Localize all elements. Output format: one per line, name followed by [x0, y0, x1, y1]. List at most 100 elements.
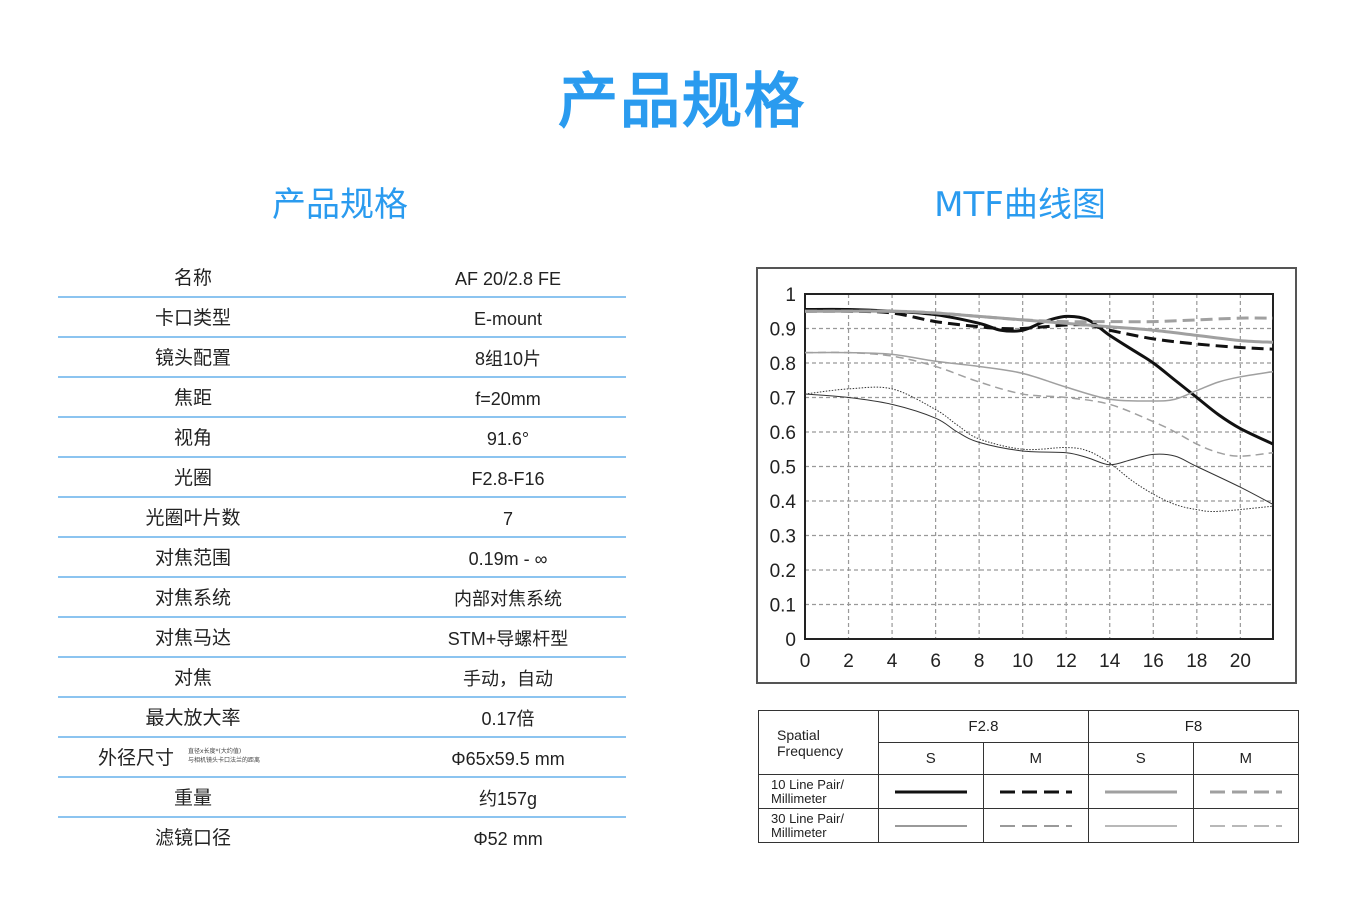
y-tick-label: 0.8: [770, 354, 796, 375]
x-tick-label: 18: [1186, 651, 1207, 672]
spec-row: 光圈叶片数 7: [58, 498, 626, 538]
spec-row: 对焦马达 STM+导螺杆型: [58, 618, 626, 658]
x-tick-label: 2: [843, 651, 854, 672]
spec-value: AF 20/2.8 FE: [454, 269, 562, 289]
spec-label: 外径尺寸: [98, 747, 175, 769]
legend-sample-f8-m-30: [1192, 808, 1299, 843]
spec-value: 0.19m - ∞: [468, 549, 548, 569]
series-line-f28-s-30: [804, 393, 1274, 505]
spec-row: 视角 91.6°: [58, 418, 626, 458]
y-tick-label: 0.1: [770, 596, 796, 617]
legend-row-10lp: 10 Line Pair/ Millimeter: [758, 774, 879, 809]
spec-row: 外径尺寸 直径x长度*(大约值) 与相机镜头卡口法兰的距离 Φ65x59.5 mm: [58, 738, 626, 778]
spec-row: 对焦 手动，自动: [58, 658, 626, 698]
legend-sub-s: S: [877, 742, 984, 775]
spec-label: 名称: [173, 267, 212, 289]
spec-row: 重量 约157g: [58, 778, 626, 818]
spec-value: E-mount: [473, 309, 543, 329]
spec-label: 焦距: [173, 387, 212, 409]
legend-sub-m: M: [982, 742, 1089, 775]
x-tick-label: 6: [930, 651, 941, 672]
legend-sub-m: M: [1192, 742, 1299, 775]
y-tick-label: 0.6: [770, 423, 796, 444]
y-tick-label: 0: [785, 630, 796, 651]
legend-freq-header: Spatial Frequency: [758, 710, 879, 775]
legend-sample-f8-s-30: [1087, 808, 1194, 843]
spec-row: 名称 AF 20/2.8 FE: [58, 258, 626, 298]
page-title: 产品规格: [558, 67, 806, 137]
mtf-section-title: MTF曲线图: [934, 185, 1106, 225]
spec-note-line2: 与相机镜头卡口法兰的距离: [188, 757, 261, 764]
legend-freq-line2: Frequency: [777, 742, 844, 759]
legend-sample-f28-s-10: [877, 774, 984, 809]
mtf-chart-svg: 00.10.20.30.40.50.60.70.80.910 2 4 6 8 10 12 14…: [770, 285, 1274, 672]
legend-sample-f28-m-30: [982, 808, 1089, 843]
spec-label: 对焦系统: [154, 587, 231, 609]
y-tick-label: 0.4: [770, 492, 797, 513]
spec-value: 内部对焦系统: [454, 589, 562, 609]
series-line-f8-m-10: [804, 309, 1274, 324]
series-line-f8-m-30: [804, 351, 1274, 457]
x-tick-label: 16: [1143, 651, 1164, 672]
spec-note-line1: 直径x长度*(大约值): [188, 748, 242, 755]
legend-sample-f28-m-10: [982, 774, 1089, 809]
y-tick-label: 0.5: [770, 458, 796, 479]
spec-value: Φ52 mm: [473, 829, 543, 849]
legend-freq-line1: Spatial: [777, 726, 820, 743]
spec-label: 光圈叶片数: [145, 507, 241, 529]
spec-label: 光圈: [173, 467, 212, 489]
legend-row-10lp-line2: Millimeter: [771, 790, 827, 806]
spec-value: STM+导螺杆型: [447, 629, 569, 649]
x-tick-label: 0: [800, 651, 811, 672]
y-tick-label: 0.3: [770, 527, 796, 548]
series-line-f28-s-10: [804, 307, 1274, 446]
spec-label: 镜头配置: [154, 347, 231, 369]
spec-note: 直径x长度*(大约值) 与相机镜头卡口法兰的距离: [188, 747, 298, 765]
y-tick-label: 0.7: [770, 389, 796, 410]
spec-value: 手动，自动: [463, 669, 553, 689]
spec-value: 约157g: [478, 789, 538, 809]
spec-label: 对焦范围: [154, 547, 231, 569]
x-tick-label: 10: [1012, 651, 1033, 672]
legend-row-30lp-line2: Millimeter: [771, 824, 827, 840]
y-tick-label: 0.9: [770, 320, 796, 341]
plot-frame: [804, 293, 1274, 640]
legend-group-f8: F8: [1087, 710, 1300, 743]
spec-label: 重量: [173, 787, 212, 809]
spec-value: 7: [502, 509, 513, 529]
legend-group-f28: F2.8: [877, 710, 1089, 743]
legend-sub-s: S: [1087, 742, 1194, 775]
spec-label: 对焦: [173, 667, 212, 689]
series-line-f28-m-10: [804, 309, 1274, 351]
x-tick-label: 12: [1056, 651, 1077, 672]
spec-row: 焦距 f=20mm: [58, 378, 626, 418]
spec-value: Φ65x59.5 mm: [451, 749, 565, 769]
spec-value: f=20mm: [475, 389, 541, 409]
spec-row: 最大放大率 0.17倍: [58, 698, 626, 738]
legend-sample-f8-m-10: [1192, 774, 1299, 809]
legend-sample-f28-s-30: [877, 808, 984, 843]
series-line-f28-m-30: [804, 386, 1274, 512]
mtf-chart: 0 0.1 0.2 0.3 0.4 0.5 0.6 0.7 0.8 0.9 1 0 2 4 6 8 10 12 14…: [756, 267, 1297, 684]
legend-sample-f8-s-10: [1087, 774, 1194, 809]
spec-value: 8组10片: [474, 349, 542, 369]
x-tick-label: 20: [1230, 651, 1251, 672]
spec-label: 视角: [173, 427, 212, 449]
spec-row: 光圈 F2.8-F16: [58, 458, 626, 498]
spec-row: 镜头配置 8组10片: [58, 338, 626, 378]
spec-row: 滤镜口径 Φ52 mm: [58, 818, 626, 858]
spec-row: 对焦系统 内部对焦系统: [58, 578, 626, 618]
legend-row-10lp-line1: 10 Line Pair/: [771, 776, 844, 792]
series-line-f8-s-30: [804, 351, 1274, 402]
spec-label: 卡口类型: [154, 307, 231, 329]
spec-row: 对焦范围 0.19m - ∞: [58, 538, 626, 578]
legend-row-30lp: 30 Line Pair/ Millimeter: [758, 808, 879, 843]
x-tick-label: 14: [1099, 651, 1121, 672]
y-tick-label: 1: [785, 285, 796, 306]
spec-label: 最大放大率: [145, 707, 241, 729]
spec-value: 91.6°: [486, 429, 530, 449]
legend-row-30lp-line1: 30 Line Pair/: [771, 810, 844, 826]
spec-row: 卡口类型 E-mount: [58, 298, 626, 338]
spec-value: F2.8-F16: [471, 469, 545, 489]
spec-value: 0.17倍: [481, 709, 535, 729]
